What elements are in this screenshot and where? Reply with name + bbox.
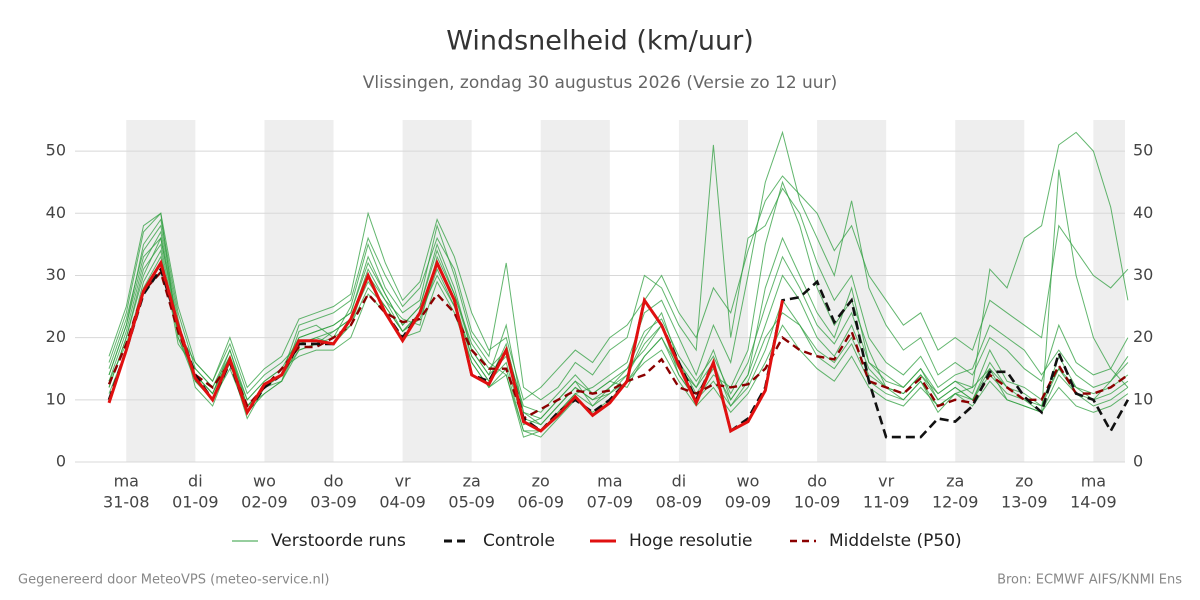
ensemble-line	[108, 169, 1129, 432]
y-tick-label: 20	[46, 327, 66, 346]
series-line	[107, 269, 1129, 421]
x-tick-date: 09-09	[725, 493, 772, 512]
day-shade	[817, 120, 887, 462]
y2-tick-label: 0	[1133, 452, 1143, 471]
y2-tick-label: 10	[1133, 389, 1153, 408]
x-tick-weekday: zo	[1015, 472, 1033, 491]
x-tick-date: 07-09	[587, 493, 634, 512]
x-tick-date: 13-09	[1001, 493, 1048, 512]
x-tick-weekday: di	[188, 472, 203, 491]
footer-right: Bron: ECMWF AIFS/KNMI Ens	[997, 573, 1182, 588]
x-tick-weekday: vr	[395, 472, 411, 491]
x-tick-weekday: vr	[878, 472, 894, 491]
x-tick-date: 03-09	[310, 493, 357, 512]
y-tick-label: 40	[46, 203, 66, 222]
legend-label: Middelste (P50)	[829, 531, 962, 551]
y-tick-label: 50	[46, 141, 66, 160]
day-shade	[264, 120, 334, 462]
day-shade	[540, 120, 610, 462]
x-tick-date: 12-09	[932, 493, 979, 512]
x-tick-weekday: wo	[737, 472, 760, 491]
x-tick-weekday: za	[946, 472, 964, 491]
chart-subtitle: Vlissingen, zondag 30 augustus 2026 (Ver…	[363, 73, 837, 93]
x-tick-date: 10-09	[794, 493, 841, 512]
legend-label: Hoge resolutie	[629, 531, 753, 551]
day-shade	[955, 120, 1025, 462]
chart-title: Windsnelheid (km/uur)	[446, 26, 754, 57]
x-tick-weekday: zo	[532, 472, 550, 491]
ensemble-line	[108, 175, 1129, 401]
y-tick-label: 30	[46, 265, 66, 284]
x-tick-date: 11-09	[863, 493, 910, 512]
x-tick-weekday: za	[463, 472, 481, 491]
y2-tick-label: 30	[1133, 265, 1153, 284]
day-shade	[402, 120, 472, 462]
ensemble-line	[108, 131, 1129, 420]
legend-label: Controle	[483, 531, 555, 551]
series-line	[107, 258, 784, 434]
x-tick-date: 06-09	[518, 493, 565, 512]
x-tick-weekday: wo	[253, 472, 276, 491]
ensemble-line	[108, 255, 1129, 413]
x-tick-weekday: ma	[114, 472, 139, 491]
footer-left: Gegenereerd door MeteoVPS (meteo-service…	[18, 573, 329, 588]
x-tick-date: 31-08	[103, 493, 150, 512]
y2-tick-label: 50	[1133, 141, 1153, 160]
x-tick-date: 08-09	[656, 493, 703, 512]
y2-tick-label: 20	[1133, 327, 1153, 346]
x-tick-date: 14-09	[1070, 493, 1117, 512]
y-tick-label: 10	[46, 389, 66, 408]
x-tick-weekday: ma	[597, 472, 622, 491]
x-tick-weekday: ma	[1081, 472, 1106, 491]
y2-tick-label: 40	[1133, 203, 1153, 222]
legend-label: Verstoorde runs	[271, 531, 406, 551]
day-shade	[678, 120, 748, 462]
x-tick-date: 05-09	[448, 493, 495, 512]
x-tick-weekday: di	[672, 472, 687, 491]
day-shade	[1093, 120, 1125, 462]
y-tick-label: 0	[56, 452, 66, 471]
x-tick-date: 04-09	[379, 493, 426, 512]
x-tick-weekday: do	[324, 472, 344, 491]
x-tick-weekday: do	[807, 472, 827, 491]
x-tick-date: 01-09	[172, 493, 219, 512]
x-tick-date: 02-09	[241, 493, 288, 512]
